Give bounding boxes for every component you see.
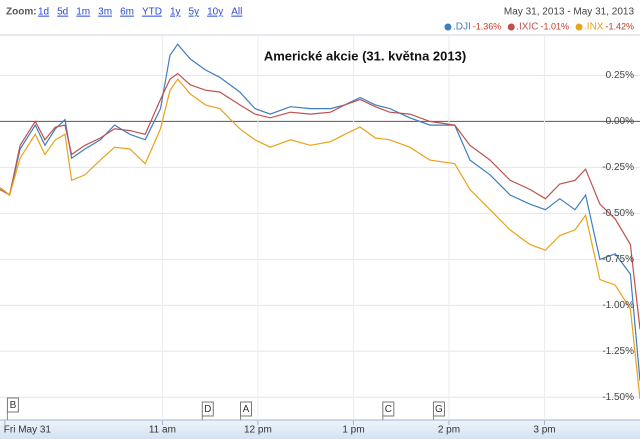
x-tick-label: 3 pm	[533, 425, 555, 436]
zoom-label: Zoom:	[6, 7, 37, 18]
legend-change: -1.36%	[473, 21, 502, 31]
legend-change: -1.01%	[540, 21, 569, 31]
grid	[0, 35, 640, 420]
legend-change: -1.42%	[605, 21, 634, 31]
labels: 0.25% 0.00% -0.25% -0.50% -0.75% -1.00% -1.25%…	[4, 70, 634, 436]
y-tick-label: 0.00%	[606, 116, 634, 127]
flag	[239, 401, 252, 417]
lines	[0, 43, 640, 400]
series-line	[0, 78, 640, 400]
x-axis-band	[0, 420, 640, 439]
y-tick-label: -1.50%	[602, 392, 634, 403]
series-line	[0, 72, 640, 330]
legend-name: .IXIC	[516, 22, 538, 33]
legend-swatch	[507, 23, 515, 31]
flag-label: G	[435, 404, 443, 415]
zoom-option[interactable]: 10y	[207, 7, 223, 18]
chart-title: Americké akcie (31. května 2013)	[264, 48, 466, 63]
zoom-option[interactable]: 3m	[98, 7, 112, 18]
legend-name: .INX	[584, 22, 604, 33]
y-tick-label: -0.25%	[602, 162, 634, 173]
x-tick-label: 11 am	[149, 425, 176, 436]
zoom-option[interactable]: 5d	[57, 7, 68, 18]
legend-swatch	[444, 23, 452, 31]
x-tick-label: 2 pm	[438, 425, 460, 436]
y-tick-label: -1.00%	[602, 300, 634, 311]
zoom-option[interactable]: 1d	[38, 7, 49, 18]
y-tick-label: -1.25%	[602, 346, 634, 357]
flag	[382, 401, 395, 417]
series-line	[0, 43, 640, 381]
flag-label: D	[204, 404, 211, 415]
flag	[432, 401, 445, 417]
zoom-option[interactable]: All	[231, 7, 242, 18]
legend-name: .DJI	[453, 22, 471, 33]
zoom-option[interactable]: 1y	[170, 7, 181, 18]
zoom-option[interactable]: 5y	[189, 7, 200, 18]
zoom-option[interactable]: 1m	[76, 7, 90, 18]
flag	[201, 401, 214, 417]
flag	[6, 397, 19, 413]
flag-label: C	[385, 404, 392, 415]
zoom-option[interactable]: YTD	[142, 7, 162, 18]
zoom-option[interactable]: 6m	[120, 7, 134, 18]
x-tick-label: Fri May 31	[4, 425, 52, 436]
flag-label: B	[10, 400, 17, 411]
x-tick-label: 1 pm	[342, 425, 364, 436]
y-tick-label: 0.25%	[606, 70, 634, 81]
legend-swatch	[575, 23, 583, 31]
x-tick-label: 12 pm	[244, 425, 272, 436]
y-tick-label: -0.75%	[602, 254, 634, 265]
flag-label: A	[243, 404, 250, 415]
y-tick-label: -0.50%	[602, 208, 634, 219]
date-range: May 31, 2013 - May 31, 2013	[504, 7, 635, 18]
